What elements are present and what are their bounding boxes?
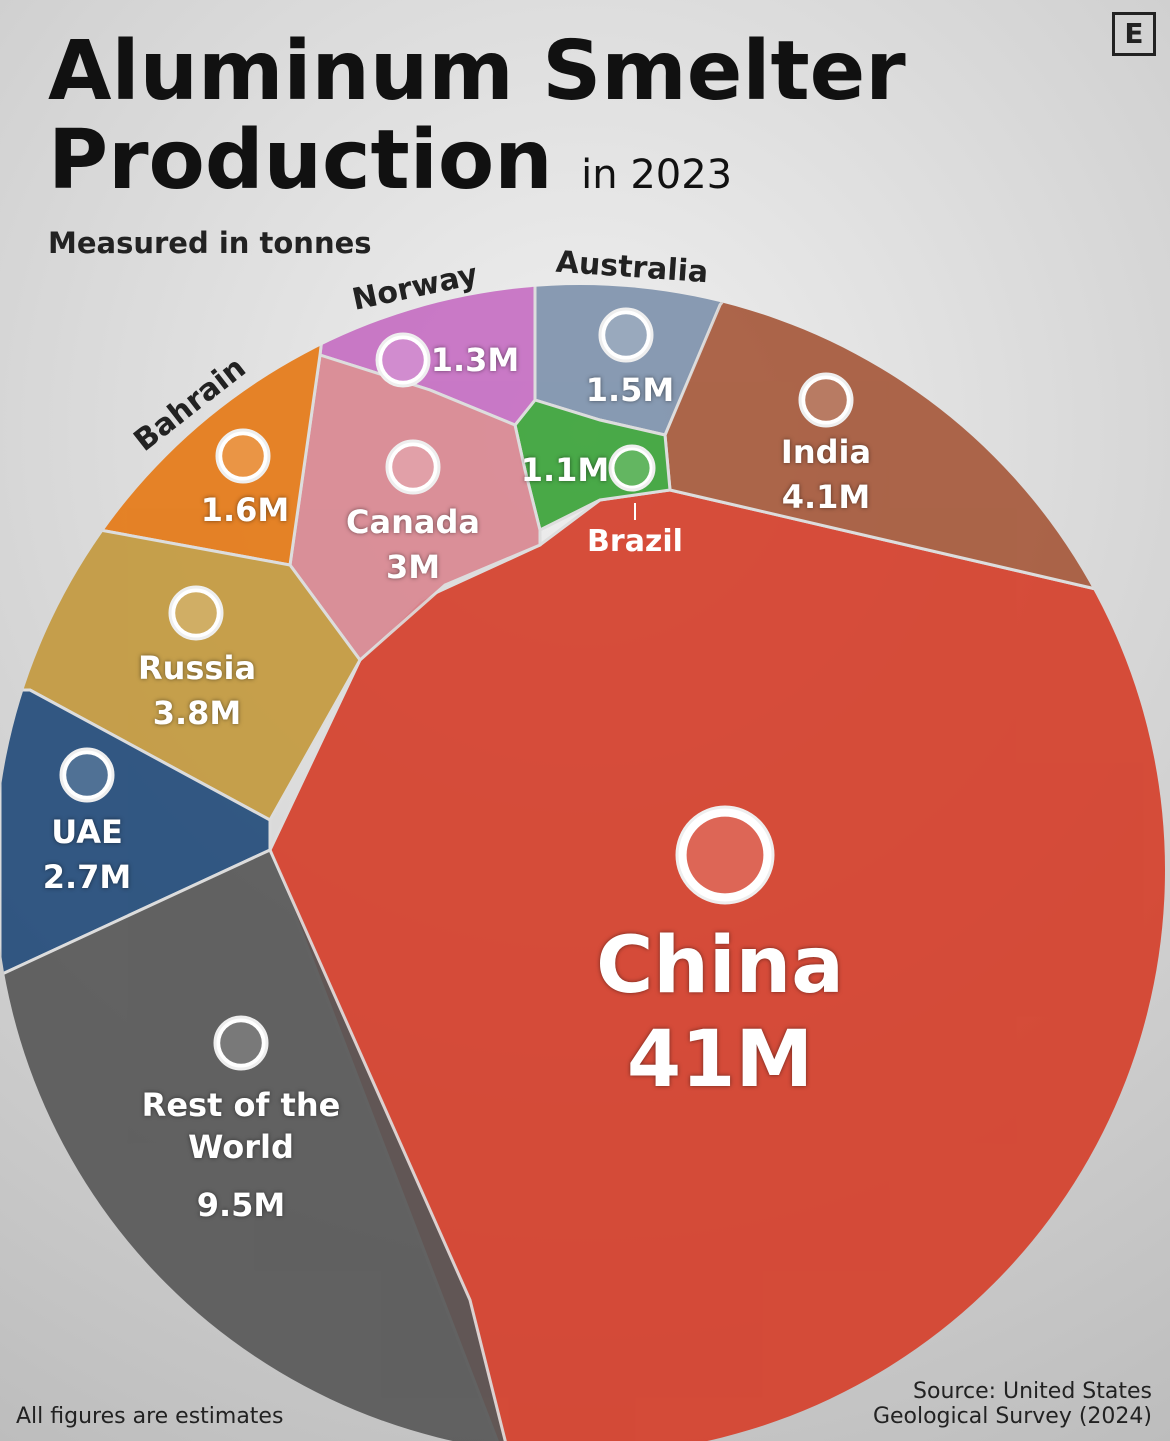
category-label: Brazil — [587, 524, 683, 559]
value-label: 9.5M — [196, 1186, 286, 1224]
flag-inner — [805, 379, 847, 421]
category-label: China — [596, 921, 844, 1011]
title: Aluminum Smelter Production — [48, 24, 906, 208]
category-label: UAE — [51, 813, 123, 851]
title-suffix: in 2023 — [581, 151, 733, 198]
subtitle: Measured in tonnes — [48, 226, 372, 260]
category-label: Rest of the World — [141, 1086, 341, 1166]
flag-inner — [686, 816, 764, 894]
value-label: 2.7M — [42, 858, 132, 896]
value-label: 1.1M — [520, 451, 610, 489]
category-label: Canada — [346, 503, 480, 541]
flag-inner — [175, 592, 217, 634]
flag-inner — [382, 339, 424, 381]
category-label: India — [780, 433, 872, 471]
value-label: 1.5M — [585, 371, 675, 409]
flag-inner — [220, 1022, 262, 1064]
value-label: 4.1M — [781, 478, 871, 516]
value-label: 3M — [385, 548, 441, 586]
flag-inner — [222, 435, 264, 477]
title-block: Aluminum Smelter Production in 2023 — [48, 27, 998, 205]
flag-inner — [614, 450, 650, 486]
source: Source: United States Geological Survey … — [872, 1379, 1152, 1429]
flag-inner — [605, 314, 647, 356]
value-label: 1.6M — [200, 491, 290, 529]
note: All figures are estimates — [16, 1404, 284, 1429]
category-label: Russia — [137, 649, 257, 687]
value-label: 41M — [626, 1015, 814, 1105]
flag-inner — [392, 446, 434, 488]
value-label: 1.3M — [430, 341, 520, 379]
value-label: 3.8M — [152, 694, 242, 732]
flag-inner — [66, 754, 108, 796]
logo: E — [1112, 12, 1156, 56]
cells — [0, 285, 1165, 1441]
